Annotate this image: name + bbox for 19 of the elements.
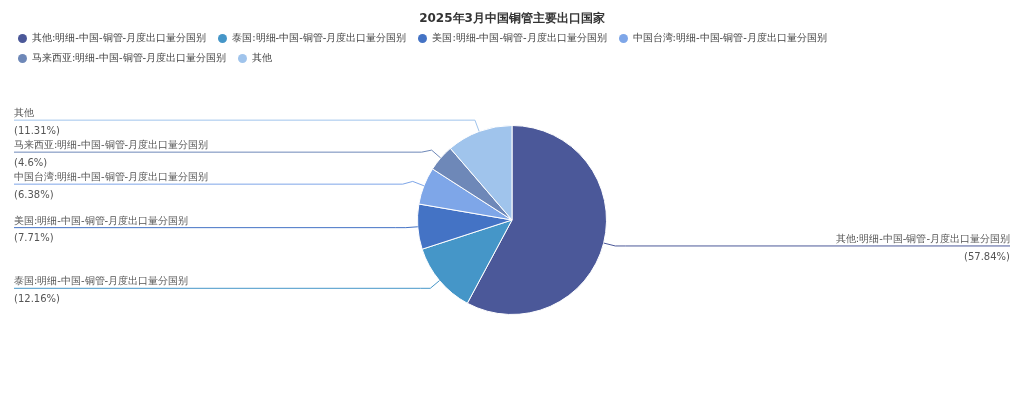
legend-label: 其他	[252, 51, 273, 65]
slice-label: 马来西亚:明细-中国-铜管-月度出口量分国别	[14, 139, 209, 151]
legend-label: 美国:明细-中国-铜管-月度出口量分国别	[432, 31, 607, 45]
legend-label: 泰国:明细-中国-铜管-月度出口量分国别	[232, 31, 407, 45]
data-label: (57.84%)	[964, 250, 1011, 262]
slice-label: 中国台湾:明细-中国-铜管-月度出口量分国别	[14, 171, 209, 183]
data-label: (4.6%)	[14, 156, 48, 168]
slice-label: 泰国:明细-中国-铜管-月度出口量分国别	[14, 275, 189, 287]
slice-label: 美国:明细-中国-铜管-月度出口量分国别	[14, 214, 189, 226]
data-label: (11.31%)	[14, 124, 61, 136]
legend-label: 其他:明细-中国-铜管-月度出口量分国别	[32, 31, 207, 45]
slice-label: 其他:明细-中国-铜管-月度出口量分国别	[835, 232, 1010, 244]
chart-title: 2025年3月中国铜管主要出口国家	[418, 10, 606, 27]
legend-label: 马来西亚:明细-中国-铜管-月度出口量分国别	[32, 51, 227, 65]
data-label: (7.71%)	[14, 232, 54, 244]
data-label: (6.38%)	[14, 188, 54, 200]
legend-label: 中国台湾:明细-中国-铜管-月度出口量分国别	[632, 31, 827, 45]
slice-label: 其他	[14, 107, 34, 119]
data-label: (12.16%)	[14, 292, 61, 304]
